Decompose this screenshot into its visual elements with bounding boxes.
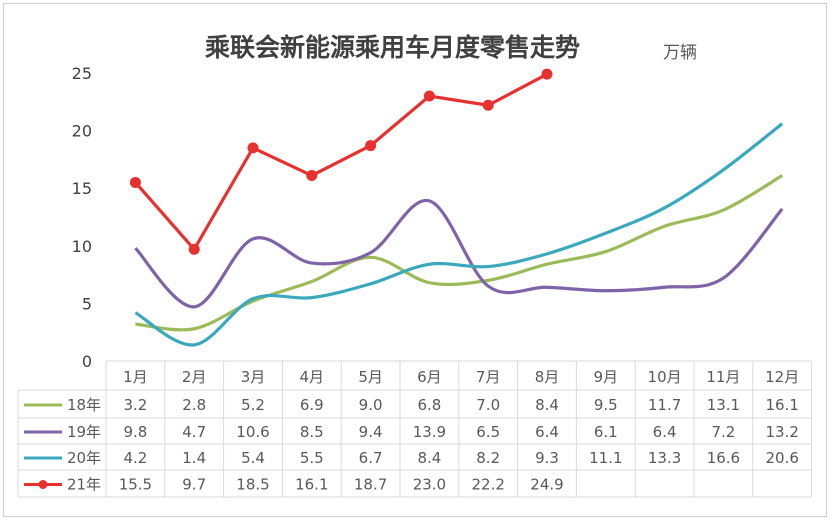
category-label: 6月: [417, 368, 442, 386]
data-label: 8.2: [476, 449, 500, 467]
data-label: 16.6: [707, 449, 740, 467]
legend-label: 21年: [67, 476, 101, 494]
y-tick-label: 5: [82, 294, 92, 313]
data-label: 6.5: [476, 423, 500, 441]
chart-frame: [3, 3, 827, 517]
data-label: 10.6: [236, 423, 269, 441]
data-label: 15.5: [119, 476, 152, 494]
data-label: 16.1: [765, 396, 798, 414]
category-label: 8月: [535, 368, 560, 386]
data-label: 6.4: [535, 423, 559, 441]
y-tick-label: 20: [72, 122, 92, 141]
data-label: 6.1: [594, 423, 618, 441]
data-label: 6.9: [300, 396, 324, 414]
data-point: [541, 68, 553, 80]
data-point: [188, 243, 200, 255]
data-label: 22.2: [471, 476, 504, 494]
category-label: 1月: [123, 368, 148, 386]
data-label: 6.8: [417, 396, 441, 414]
data-label: 5.4: [241, 449, 265, 467]
data-label: 4.7: [182, 423, 206, 441]
data-point: [423, 90, 435, 102]
data-label: 8.5: [300, 423, 324, 441]
data-label: 13.2: [765, 423, 798, 441]
data-label: 9.8: [123, 423, 147, 441]
data-label: 7.2: [711, 423, 735, 441]
data-label: 1.4: [182, 449, 206, 467]
data-point: [365, 140, 377, 152]
data-point: [482, 99, 494, 111]
y-tick-label: 25: [72, 64, 92, 83]
data-label: 2.8: [182, 396, 206, 414]
data-label: 4.2: [123, 449, 147, 467]
category-label: 3月: [241, 368, 266, 386]
data-label: 9.7: [182, 476, 206, 494]
data-label: 24.9: [530, 476, 563, 494]
y-tick-label: 15: [72, 179, 92, 198]
data-label: 20.6: [765, 449, 798, 467]
legend-marker: [38, 480, 48, 489]
series-line-20年: [134, 122, 784, 347]
legend-label: 18年: [67, 396, 101, 414]
category-label: 5月: [358, 368, 383, 386]
data-label: 13.1: [707, 396, 740, 414]
data-point: [306, 170, 318, 182]
data-label: 13.9: [413, 423, 446, 441]
category-label: 9月: [594, 368, 619, 386]
data-label: 6.7: [359, 449, 383, 467]
data-label: 18.5: [236, 476, 269, 494]
chart-unit: 万辆: [663, 43, 697, 63]
y-tick-label: 0: [82, 352, 92, 371]
data-label: 23.0: [413, 476, 446, 494]
data-label: 11.1: [589, 449, 622, 467]
chart-title: 乘联会新能源乘用车月度零售走势: [205, 33, 581, 62]
data-label: 9.0: [359, 396, 383, 414]
data-label: 6.4: [653, 423, 677, 441]
data-label: 3.2: [123, 396, 147, 414]
category-label: 10月: [648, 368, 682, 386]
category-label: 11月: [706, 368, 740, 386]
data-label: 8.4: [535, 396, 559, 414]
legend-label: 19年: [67, 423, 101, 441]
series-line-18年: [135, 174, 784, 332]
data-label: 11.7: [648, 396, 681, 414]
data-label: 18.7: [354, 476, 387, 494]
data-point: [247, 142, 259, 154]
category-label: 7月: [476, 368, 501, 386]
data-label: 9.4: [359, 423, 383, 441]
data-label: 5.2: [241, 396, 265, 414]
category-label: 4月: [300, 368, 325, 386]
legend-label: 20年: [67, 449, 101, 467]
data-label: 7.0: [476, 396, 500, 414]
series-line-19年: [134, 199, 784, 309]
data-label: 9.3: [535, 449, 559, 467]
data-label: 16.1: [295, 476, 328, 494]
y-tick-label: 10: [72, 237, 92, 256]
data-label: 8.4: [417, 449, 441, 467]
data-label: 9.5: [594, 396, 618, 414]
data-point: [129, 176, 141, 188]
category-label: 2月: [182, 368, 207, 386]
series-line-21年: [134, 72, 548, 251]
category-label: 12月: [765, 368, 799, 386]
data-label: 13.3: [648, 449, 681, 467]
data-label: 5.5: [300, 449, 324, 467]
